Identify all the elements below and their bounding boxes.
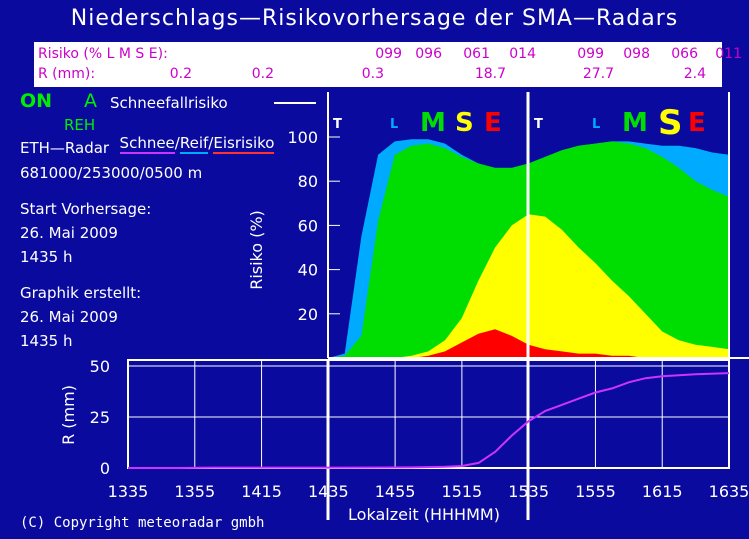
forecast-start-label: Start Vorhersage: [20, 200, 152, 218]
on-indicator: ON [20, 90, 53, 112]
grid-lines: 20 40 60 80 100 [287, 92, 749, 520]
x-tick-label: 1455 [375, 482, 416, 501]
frost-label: Reif [179, 134, 209, 154]
page-title: Niederschlags—Risikovorhersage der SMA—R… [70, 6, 679, 31]
precip-frame [127, 359, 730, 469]
separator: / [174, 134, 180, 152]
panel-marker-T: T [534, 117, 543, 132]
x-tick-label: 1535 [508, 482, 549, 501]
precip-value: 18.7 [474, 66, 506, 82]
precipitation-panel: 1335135514151435145515151535155516151635… [90, 357, 749, 520]
x-tick-label: 1555 [575, 482, 616, 501]
forecast-start-date: 26. Mai 2009 [20, 224, 118, 242]
radar-coordinates: 681000/253000/0500 m [20, 164, 203, 182]
panel-marker-S: S [658, 103, 683, 143]
precip-axis-label: R (mm) [59, 385, 78, 445]
precip-value: 2.4 [683, 66, 706, 82]
precip-tick-label: 25 [90, 408, 110, 427]
x-tick-label: 1415 [241, 482, 282, 501]
risk-value: 099 [577, 46, 604, 62]
risk-value: 011 [715, 46, 742, 62]
copyright: (C) Copyright meteoradar gmbh [20, 515, 265, 531]
graph-created-label: Graphik erstellt: [20, 284, 142, 302]
panel-marker-L: L [390, 117, 398, 132]
graph-created-date: 26. Mai 2009 [20, 308, 118, 326]
panel-marker-T: T [333, 117, 342, 132]
risk-value: 098 [623, 46, 650, 62]
precip-value: 0.3 [361, 66, 384, 82]
ice-risk-label: Eisrisiko [213, 134, 275, 154]
panel-marker-L: L [592, 117, 600, 132]
panel-marker-M: M [622, 108, 648, 138]
precip-value: 27.7 [582, 66, 614, 82]
forecast-table: Risiko (% L M S E): R (mm): 099 096 061 … [34, 42, 742, 87]
risk-value: 099 [375, 46, 402, 62]
panel-marker-S: S [455, 108, 474, 138]
risk-value: 096 [415, 46, 442, 62]
precip-value: 0.2 [251, 66, 274, 82]
radar-name: ETH—Radar [20, 139, 110, 157]
a-indicator: A [84, 90, 97, 112]
risk-value: 066 [671, 46, 698, 62]
panel-marker-E: E [484, 108, 502, 138]
risk-tick-label: 40 [298, 261, 318, 280]
precip-value: 0.2 [169, 66, 192, 82]
x-tick-label: 1635 [709, 482, 749, 501]
precip-row-label: R (mm): [38, 66, 96, 82]
risk-tick-label: 20 [298, 305, 318, 324]
risk-tick-label: 80 [298, 172, 318, 191]
snow-label: Schnee [119, 134, 175, 154]
panel-marker-E: E [688, 108, 706, 138]
precip-tick-label: 0 [100, 459, 110, 478]
axis-labels: Risiko (%) R (mm) Lokalzeit (HHHMM) [59, 210, 500, 524]
precip-line [128, 372, 730, 469]
risk-tick-label: 100 [287, 128, 318, 147]
risk-tick-label: 60 [298, 216, 318, 235]
reh-label: REH [64, 116, 96, 134]
snowfall-legend-line [274, 102, 316, 104]
forecast-start-time: 1435 h [20, 248, 73, 266]
risk-value: 061 [463, 46, 490, 62]
precip-tick-label: 50 [90, 357, 110, 376]
graph-created-time: 1435 h [20, 332, 73, 350]
panel-marker-M: M [420, 108, 446, 138]
risk-value: 014 [509, 46, 536, 62]
x-tick-label: 1615 [642, 482, 683, 501]
x-axis-label: Lokalzeit (HHHMM) [348, 505, 500, 524]
x-tick-label: 1515 [442, 482, 483, 501]
x-tick-label: 1355 [174, 482, 215, 501]
risk-axis-label: Risiko (%) [247, 210, 266, 290]
risk-row-label: Risiko (% L M S E): [38, 46, 168, 62]
separator: / [208, 134, 214, 152]
snowfall-risk-label: Schneefallrisiko [110, 94, 228, 112]
x-tick-label: 1335 [108, 482, 149, 501]
